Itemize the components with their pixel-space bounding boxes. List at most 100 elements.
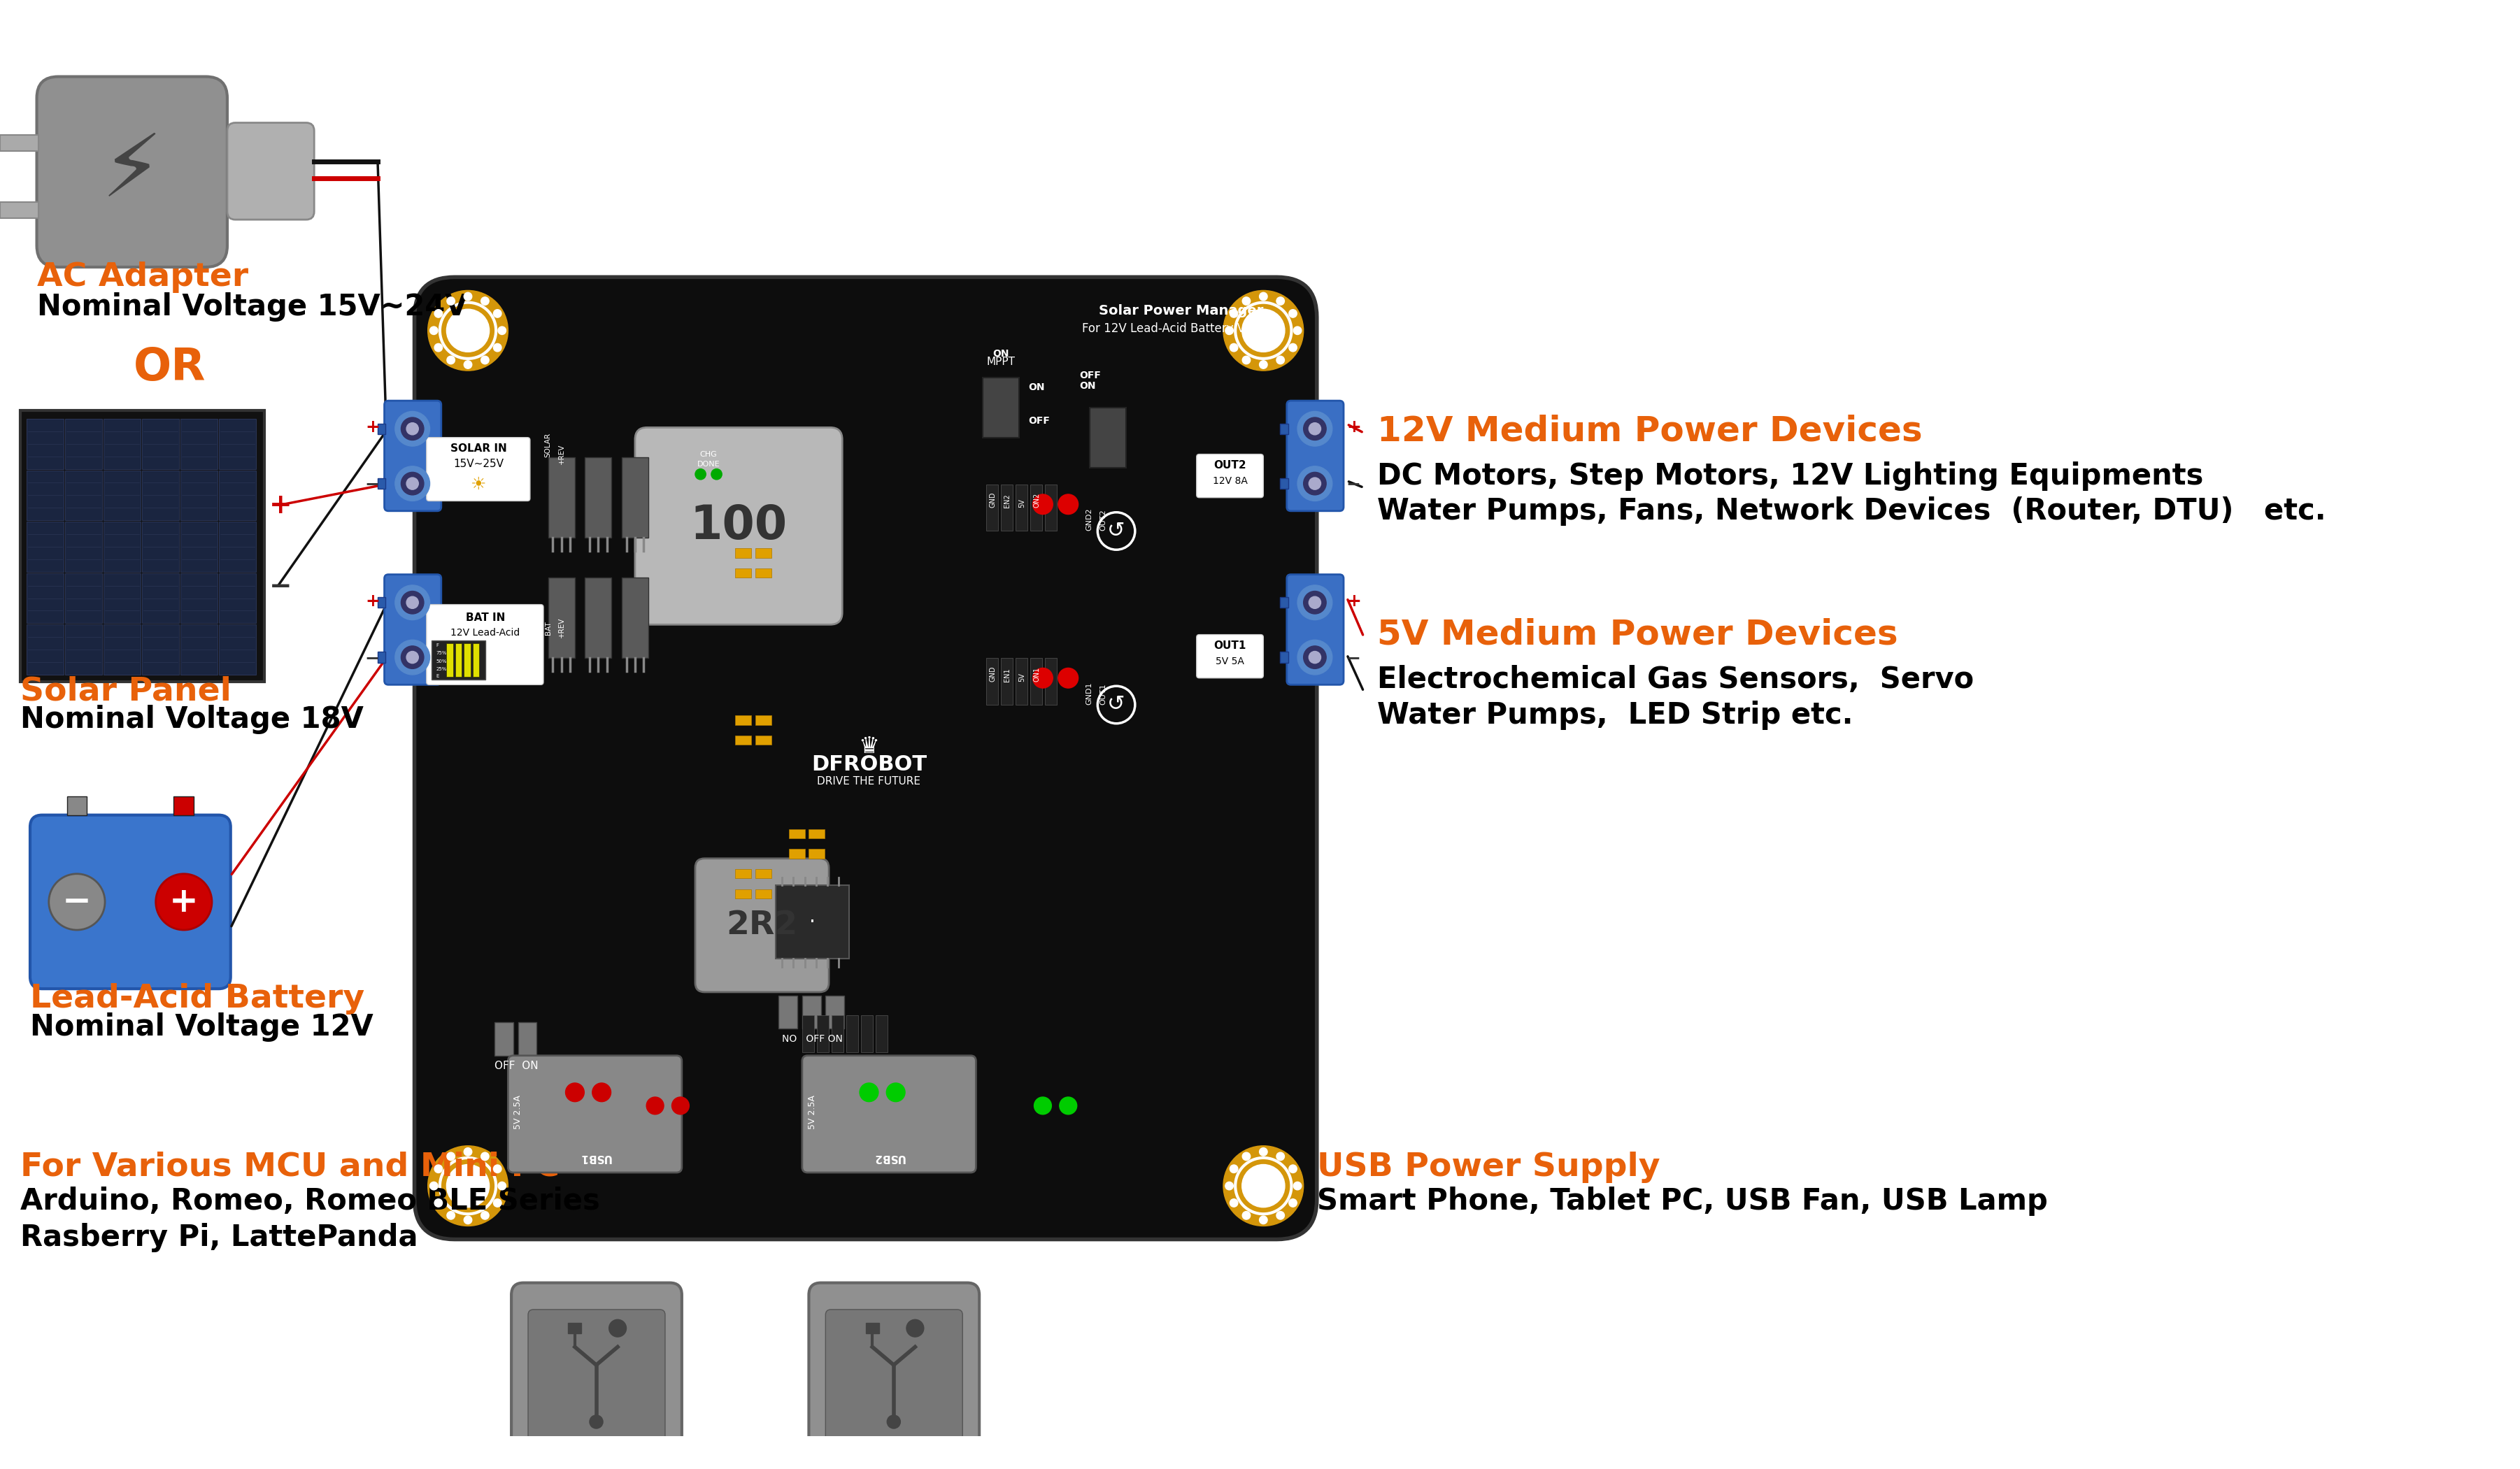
Bar — [456, 643, 461, 677]
Bar — [141, 521, 179, 571]
FancyBboxPatch shape — [426, 438, 529, 501]
Bar — [446, 643, 454, 677]
Bar — [1016, 658, 1028, 705]
Text: 5V Medium Power Devices: 5V Medium Power Devices — [1376, 618, 1898, 652]
Bar — [867, 1324, 879, 1334]
Circle shape — [1260, 1216, 1268, 1224]
Bar — [141, 573, 179, 623]
Text: EN2: EN2 — [1003, 494, 1011, 508]
Text: CHG: CHG — [701, 451, 718, 458]
Circle shape — [673, 1097, 688, 1115]
Text: 15V~25V: 15V~25V — [454, 458, 504, 470]
Circle shape — [887, 1415, 900, 1428]
Text: Water Pumps, Fans, Network Devices  (Router, DTU)   etc.: Water Pumps, Fans, Network Devices (Rout… — [1376, 497, 2326, 526]
Text: ·: · — [809, 912, 816, 931]
Bar — [141, 624, 179, 674]
Bar — [141, 419, 179, 469]
Circle shape — [1260, 292, 1268, 301]
Text: 5V 5A: 5V 5A — [1215, 657, 1245, 667]
Circle shape — [446, 355, 456, 364]
Text: For Various MCU and Mini PC: For Various MCU and Mini PC — [20, 1152, 559, 1183]
Bar — [219, 573, 257, 623]
Bar — [983, 378, 1021, 438]
Bar — [985, 485, 998, 530]
Circle shape — [1298, 585, 1333, 620]
FancyBboxPatch shape — [38, 76, 227, 267]
Circle shape — [1242, 1165, 1285, 1208]
Text: OFF: OFF — [1079, 370, 1101, 380]
FancyBboxPatch shape — [801, 1056, 975, 1172]
Bar — [464, 643, 471, 677]
FancyBboxPatch shape — [827, 1309, 963, 1466]
Bar — [1031, 658, 1043, 705]
Circle shape — [1230, 1165, 1237, 1172]
Circle shape — [494, 1199, 501, 1208]
Circle shape — [1058, 494, 1079, 514]
Circle shape — [711, 469, 721, 479]
Text: ⚡: ⚡ — [101, 129, 161, 214]
Text: +: + — [270, 492, 292, 519]
Text: 12V Lead-Acid: 12V Lead-Acid — [451, 627, 519, 638]
Bar — [847, 1015, 859, 1052]
Circle shape — [1288, 1199, 1298, 1208]
Text: OFF: OFF — [1028, 416, 1051, 426]
Bar — [756, 548, 771, 558]
Text: −: − — [1346, 476, 1361, 492]
Circle shape — [494, 344, 501, 351]
Text: Nominal Voltage 12V: Nominal Voltage 12V — [30, 1012, 373, 1042]
Circle shape — [499, 326, 507, 335]
Circle shape — [1293, 1183, 1300, 1190]
FancyBboxPatch shape — [1197, 454, 1263, 498]
Circle shape — [431, 1183, 438, 1190]
Text: AC Adapter: AC Adapter — [38, 261, 247, 292]
Bar — [1089, 407, 1126, 467]
Bar — [779, 996, 796, 1028]
Text: ON1: ON1 — [1033, 667, 1041, 682]
Text: GND: GND — [990, 492, 995, 508]
Bar — [832, 1015, 844, 1052]
Circle shape — [446, 1165, 489, 1208]
Text: DFROBOT: DFROBOT — [811, 755, 927, 776]
FancyBboxPatch shape — [635, 427, 842, 624]
Text: Solar Panel: Solar Panel — [20, 676, 232, 707]
Bar — [28, 419, 63, 469]
FancyBboxPatch shape — [696, 858, 829, 992]
Bar — [66, 419, 103, 469]
Text: Nominal Voltage 18V: Nominal Voltage 18V — [20, 705, 363, 734]
Text: OUT1: OUT1 — [1215, 640, 1247, 651]
Circle shape — [481, 355, 489, 364]
Text: ON: ON — [993, 348, 1008, 358]
Bar — [809, 849, 824, 858]
Circle shape — [406, 423, 418, 435]
Text: +: + — [1346, 593, 1361, 610]
Text: USB2: USB2 — [872, 1152, 905, 1162]
Circle shape — [1260, 1147, 1268, 1156]
Circle shape — [1225, 1183, 1232, 1190]
Circle shape — [464, 360, 471, 369]
Bar — [985, 658, 998, 705]
Circle shape — [1058, 1097, 1076, 1115]
Circle shape — [433, 1199, 444, 1208]
Text: Solar Power Manager: Solar Power Manager — [1099, 304, 1263, 317]
Text: DONE: DONE — [698, 461, 721, 467]
Text: ↺: ↺ — [1106, 695, 1126, 715]
Circle shape — [396, 466, 431, 501]
Bar — [549, 457, 575, 538]
Bar — [378, 652, 386, 663]
Bar — [756, 569, 771, 577]
Bar — [28, 521, 63, 571]
Text: ON2: ON2 — [1033, 492, 1041, 508]
Circle shape — [1278, 1212, 1285, 1219]
Circle shape — [1288, 310, 1298, 317]
Bar — [181, 419, 217, 469]
Circle shape — [1033, 494, 1053, 514]
Bar — [816, 1015, 829, 1052]
Circle shape — [156, 874, 212, 930]
Text: OUT2: OUT2 — [1099, 510, 1106, 530]
Bar — [1280, 652, 1288, 663]
Text: F: F — [436, 643, 438, 648]
Bar — [1016, 485, 1028, 530]
Text: 100: 100 — [690, 502, 786, 549]
Bar — [181, 573, 217, 623]
Circle shape — [1225, 326, 1232, 335]
